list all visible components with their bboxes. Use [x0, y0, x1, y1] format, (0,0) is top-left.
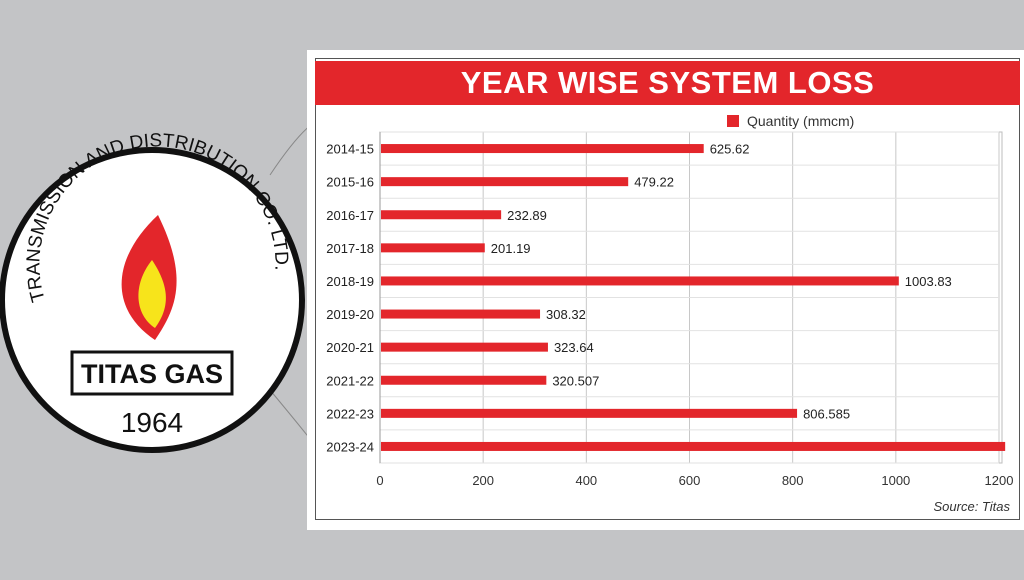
- titas-gas-logo: TRANSMISSION AND DISTRIBUTION CO. LTD. T…: [0, 127, 307, 453]
- bar: [381, 342, 548, 352]
- chart-title-bar: YEAR WISE SYSTEM LOSS: [315, 61, 1020, 105]
- logo-brand-box: [70, 350, 234, 396]
- legend-swatch: [727, 115, 739, 127]
- category-label: 2014-15: [326, 142, 374, 157]
- bar: [381, 144, 704, 154]
- data-label: 625.62: [710, 142, 750, 157]
- bar: [381, 243, 485, 253]
- bar: [381, 309, 541, 319]
- bar: [381, 276, 899, 286]
- data-label: 320.507: [552, 373, 599, 388]
- data-label: 1003.83: [905, 274, 952, 289]
- data-label: 308.32: [546, 307, 586, 322]
- flame-icon: [121, 215, 177, 340]
- category-label: 2018-19: [326, 274, 374, 289]
- x-tick-label: 1000: [881, 473, 910, 488]
- connector-line-bottom: [269, 389, 307, 436]
- bar: [381, 210, 502, 220]
- chart-title: YEAR WISE SYSTEM LOSS: [460, 65, 875, 100]
- bar: [381, 177, 629, 187]
- x-tick-label: 600: [679, 473, 701, 488]
- data-label: 479.22: [634, 175, 674, 190]
- chart-card: YEAR WISE SYSTEM LOSS 0 200 400 600 800 1000 1…: [307, 50, 1024, 530]
- category-label: 2021-22: [326, 373, 374, 388]
- x-tick-label: 800: [782, 473, 804, 488]
- logo-brand-text: TITAS GAS: [81, 359, 223, 389]
- x-tick-label: 1200: [985, 473, 1014, 488]
- data-label: 201.19: [491, 241, 531, 256]
- bar: [381, 408, 798, 418]
- bar: [381, 441, 1006, 451]
- logo-year-text: 1964: [121, 407, 183, 438]
- legend-label: Quantity (mmcm): [747, 113, 855, 129]
- source-note: Source: Titas: [933, 499, 1010, 514]
- category-label: 2020-21: [326, 340, 374, 355]
- data-label: 232.89: [507, 208, 547, 223]
- data-label: 806.585: [803, 406, 850, 421]
- category-label: 2017-18: [326, 241, 374, 256]
- category-label: 2016-17: [326, 208, 374, 223]
- category-label: 2019-20: [326, 307, 374, 322]
- category-label: 2023-24: [326, 439, 374, 454]
- plot-area: 0 200 400 600 800 1000 1200 2014-15 625.62 2015-1…: [326, 131, 1014, 488]
- x-tick-label: 200: [472, 473, 494, 488]
- data-label: 323.64: [554, 340, 594, 355]
- connector-line-top: [269, 127, 307, 176]
- bar: [381, 375, 547, 385]
- chart-legend: Quantity (mmcm): [727, 113, 854, 129]
- category-label: 2015-16: [326, 175, 374, 190]
- category-label: 2022-23: [326, 406, 374, 421]
- x-tick-label: 400: [575, 473, 597, 488]
- x-tick-label: 0: [376, 473, 383, 488]
